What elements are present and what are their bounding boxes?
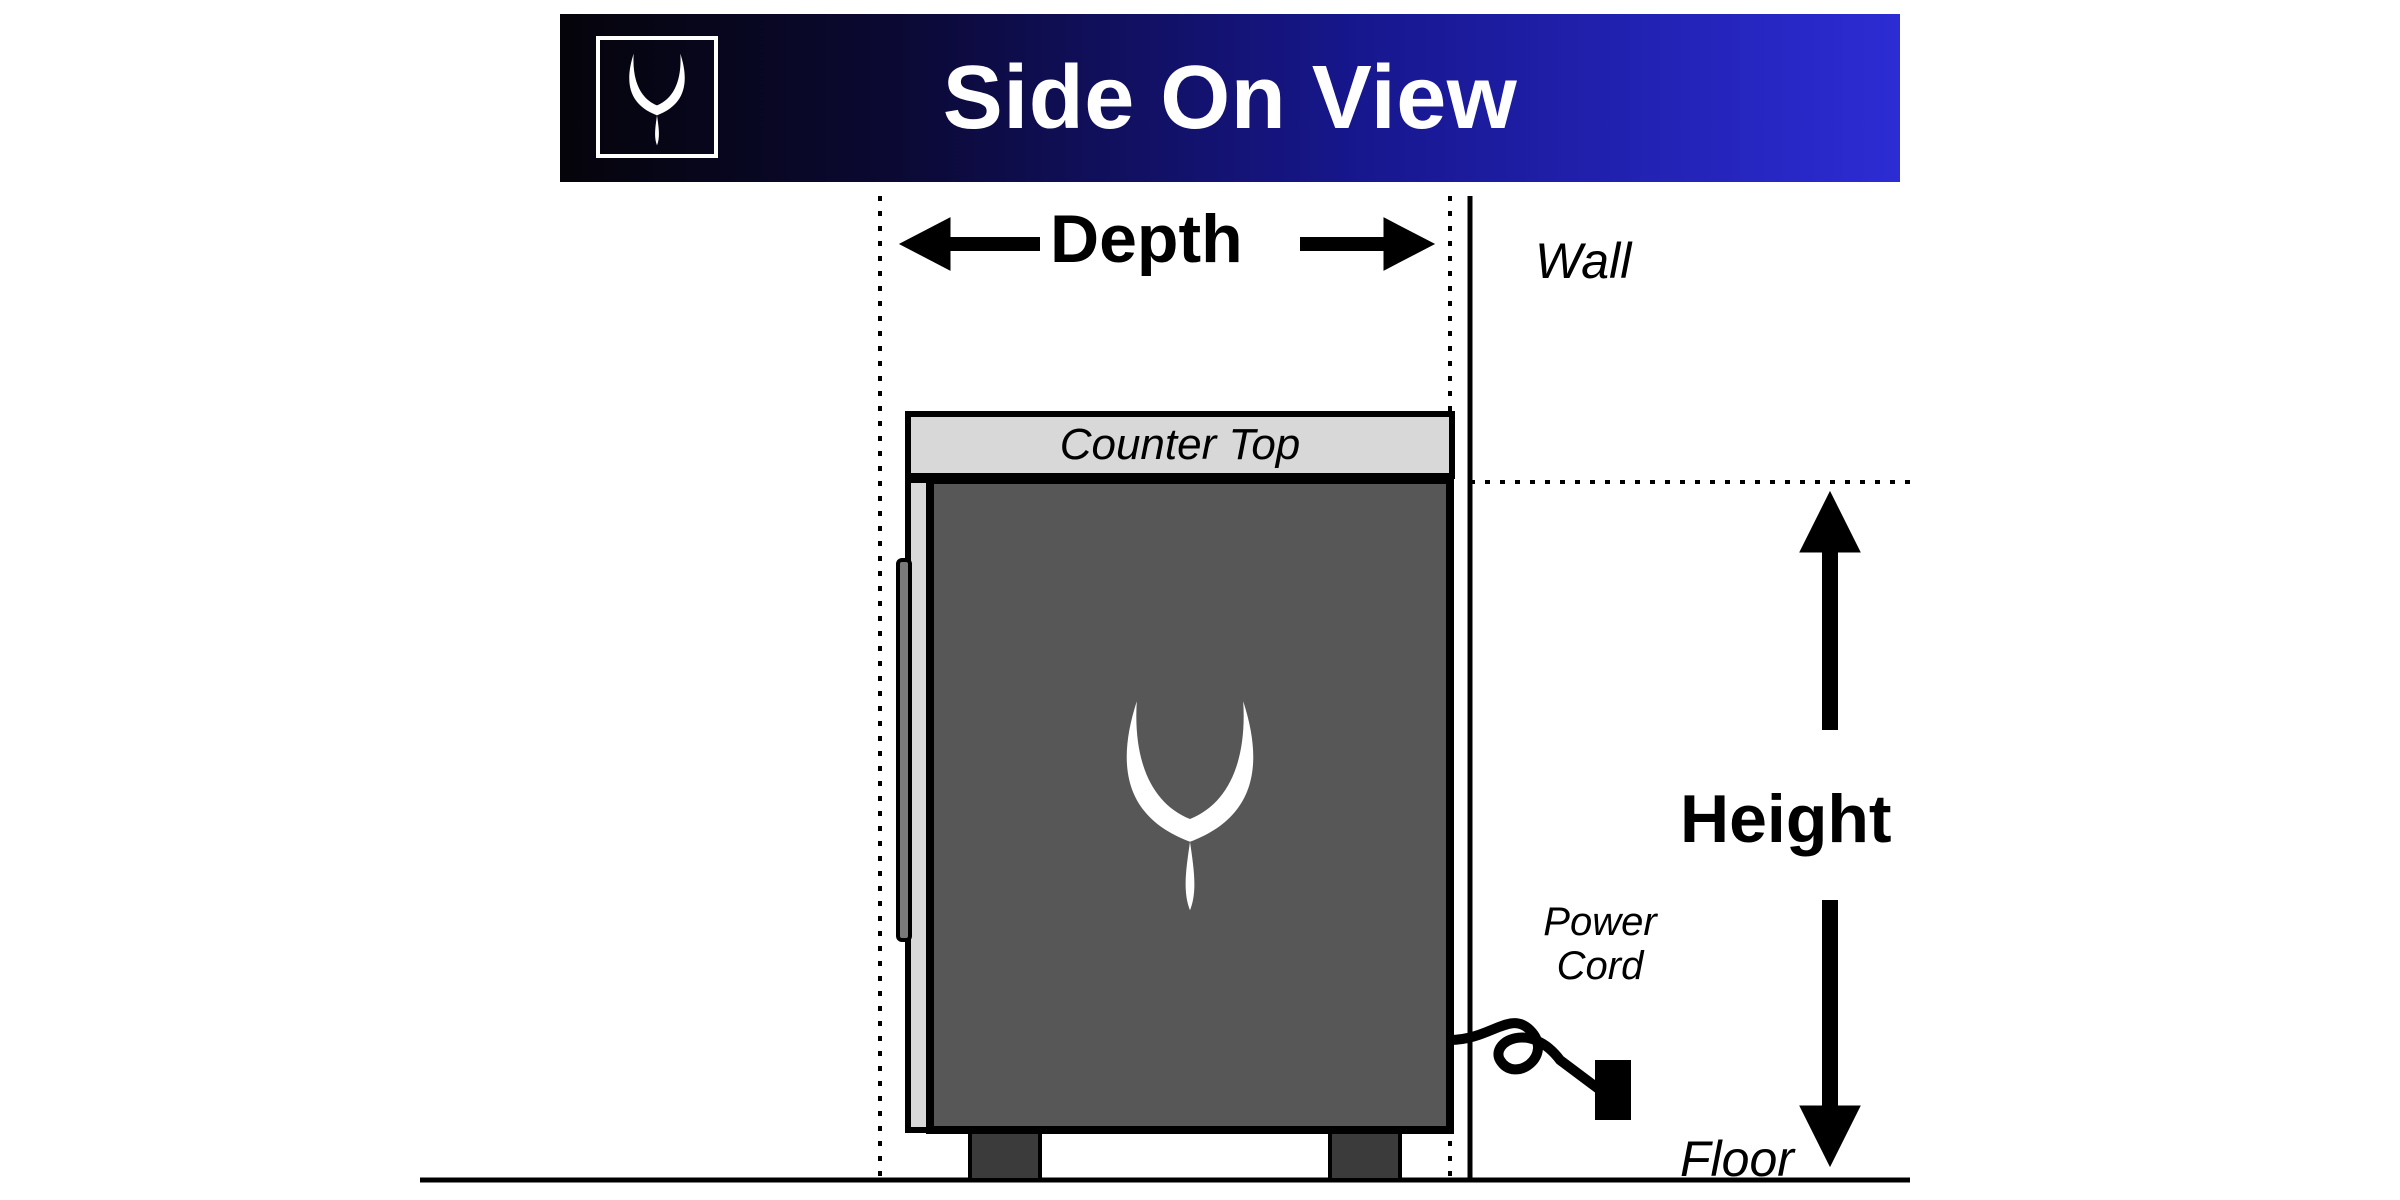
diagram-stage: Side On View	[0, 0, 2400, 1200]
height-label: Height	[1680, 780, 1892, 858]
power-cord	[1450, 1023, 1631, 1120]
floor-label: Floor	[1680, 1130, 1794, 1188]
height-arrow-bottom	[1800, 900, 1860, 1166]
diagram-svg	[0, 0, 2400, 1200]
height-arrow-top	[1800, 492, 1860, 730]
appliance-body	[930, 480, 1450, 1130]
wall-label: Wall	[1535, 232, 1631, 290]
counter-top-label: Counter Top	[930, 420, 1430, 470]
depth-label: Depth	[1050, 200, 1243, 278]
appliance-foot-left	[970, 1130, 1040, 1180]
power-cord-label: PowerCord	[1510, 900, 1690, 988]
appliance-handle	[898, 560, 910, 940]
appliance-foot-right	[1330, 1130, 1400, 1180]
